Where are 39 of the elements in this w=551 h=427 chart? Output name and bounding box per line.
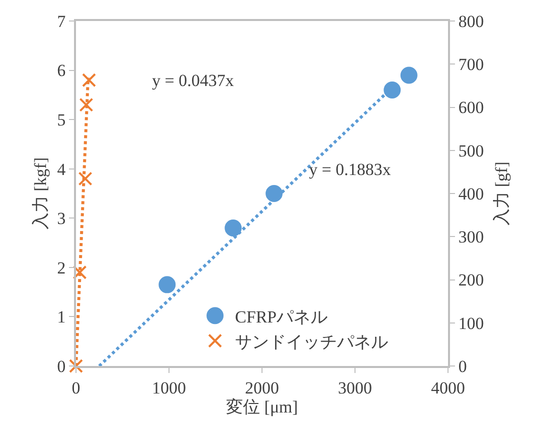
legend-label: サンドイッチパネル bbox=[235, 332, 388, 352]
point bbox=[384, 82, 401, 98]
point bbox=[72, 265, 87, 280]
annotation: y = 0.0437x bbox=[152, 71, 234, 90]
point bbox=[224, 220, 242, 236]
x-tick-label: 0 bbox=[72, 378, 80, 398]
x-tick-label: 1000 bbox=[152, 378, 186, 398]
point bbox=[266, 185, 283, 202]
y2-tick-label: 0 bbox=[458, 356, 467, 376]
y2-tick-label: 700 bbox=[458, 55, 484, 74]
point bbox=[158, 276, 176, 294]
y-axis-title: 入力 [kgf] bbox=[31, 157, 50, 230]
point bbox=[400, 66, 418, 84]
y-tick-label: 0 bbox=[57, 356, 66, 376]
annotation: y = 0.1883x bbox=[309, 160, 392, 179]
point bbox=[78, 172, 92, 186]
y-tick-label: 3 bbox=[57, 209, 66, 228]
y-tick-label: 7 bbox=[57, 12, 66, 31]
y2-axis-title: 入力 [gf] bbox=[492, 162, 511, 226]
legend-label: CFRPパネル bbox=[235, 307, 328, 326]
y2-tick-label: 100 bbox=[458, 314, 484, 333]
y2-tick-label: 500 bbox=[458, 141, 484, 160]
y-tick-label: 6 bbox=[57, 61, 66, 80]
y2-tick-label: 300 bbox=[458, 228, 484, 247]
y2-tick-label: 800 bbox=[458, 12, 484, 31]
point bbox=[82, 73, 96, 88]
y2-tick-label: 400 bbox=[458, 184, 484, 204]
x-tick-label: 4000 bbox=[431, 378, 465, 398]
y-tick-label: 4 bbox=[57, 160, 66, 179]
x-tick-label: 2000 bbox=[245, 378, 279, 398]
y2-tick-label: 200 bbox=[458, 270, 484, 290]
point bbox=[69, 359, 83, 373]
y-tick-label: 5 bbox=[57, 110, 66, 130]
y-tick-label: 2 bbox=[57, 258, 66, 278]
x-axis-title: 変位 [μm] bbox=[226, 397, 298, 416]
x-tick-label: 3000 bbox=[338, 378, 372, 398]
point bbox=[79, 98, 94, 112]
y2-tick-label: 600 bbox=[458, 98, 484, 118]
y-tick-label: 1 bbox=[57, 308, 66, 327]
